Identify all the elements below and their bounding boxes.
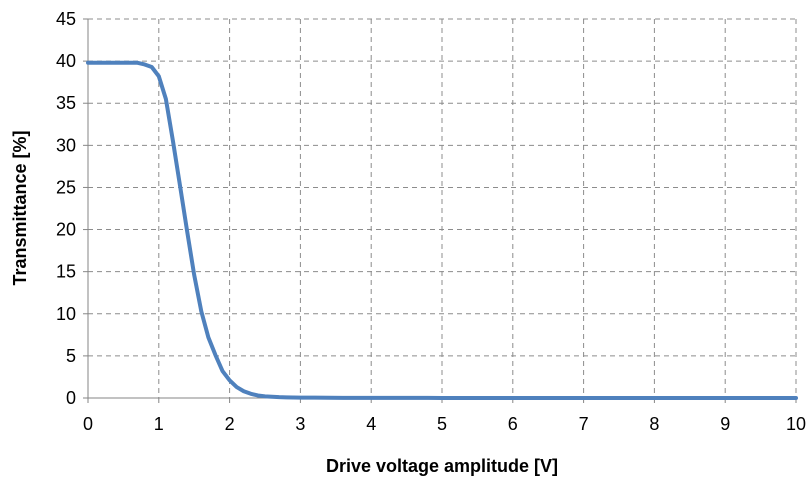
y-tick-label: 5	[66, 346, 76, 366]
x-tick-labels: 0 1 2 3 4 5 6 7 8 9 10	[83, 414, 806, 434]
grid	[88, 18, 797, 398]
y-tick-labels: 0 5 10 15 20 25 30 35 40 45	[56, 9, 76, 408]
x-tick-label: 10	[786, 414, 806, 434]
x-tick-label: 5	[437, 414, 447, 434]
x-tick-label: 0	[83, 414, 93, 434]
x-tick-label: 9	[720, 414, 730, 434]
x-tick-label: 8	[649, 414, 659, 434]
x-axis-title: Drive voltage amplitude [V]	[326, 456, 558, 476]
x-tick-label: 7	[579, 414, 589, 434]
y-tick-label: 0	[66, 388, 76, 408]
x-tick-label: 1	[154, 414, 164, 434]
y-tick-label: 15	[56, 262, 76, 282]
y-tick-label: 20	[56, 220, 76, 240]
series-line	[86, 60, 798, 400]
series-layer	[86, 60, 798, 400]
x-tick-label: 2	[225, 414, 235, 434]
x-tick-label: 4	[366, 414, 376, 434]
y-tick-label: 30	[56, 135, 76, 155]
y-tick-label: 10	[56, 304, 76, 324]
x-tick-label: 6	[508, 414, 518, 434]
y-axis-title: Transmittance [%]	[10, 130, 30, 285]
y-tick-label: 35	[56, 93, 76, 113]
y-tick-label: 25	[56, 177, 76, 197]
y-tick-label: 40	[56, 51, 76, 71]
y-tick-label: 45	[56, 9, 76, 29]
x-tick-label: 3	[295, 414, 305, 434]
axes	[83, 18, 797, 403]
